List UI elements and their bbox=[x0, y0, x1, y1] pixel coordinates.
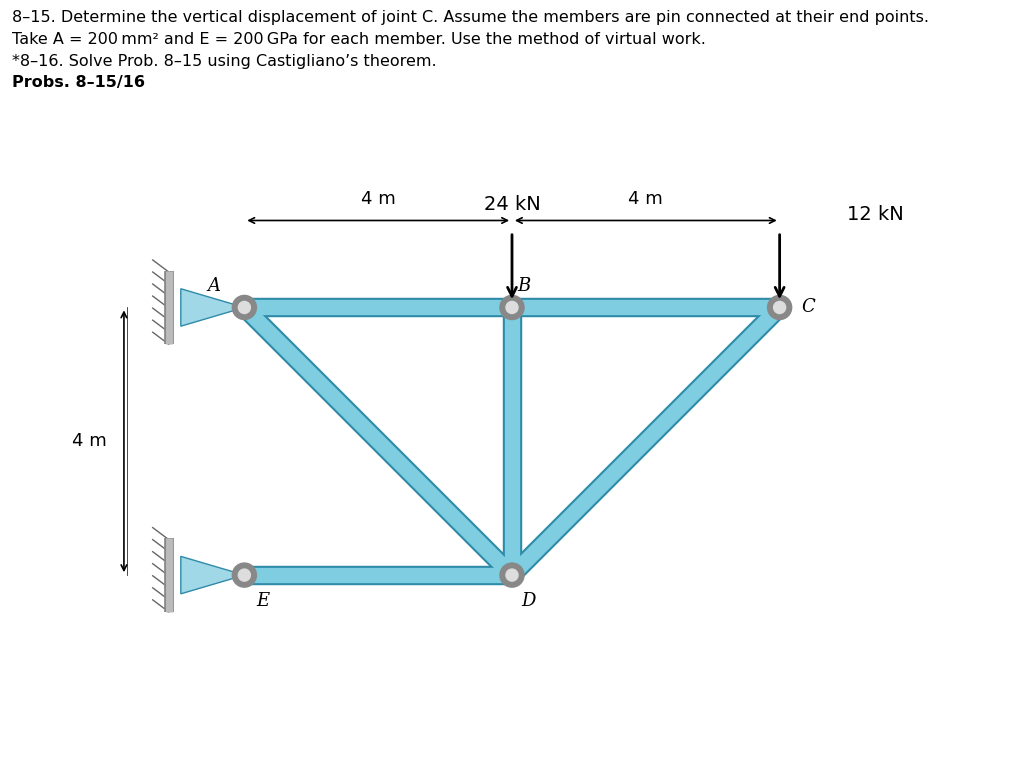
Circle shape bbox=[239, 301, 251, 314]
Text: 4 m: 4 m bbox=[629, 191, 664, 209]
Text: 4 m: 4 m bbox=[360, 191, 395, 209]
Circle shape bbox=[239, 569, 251, 581]
Text: 4 m: 4 m bbox=[73, 433, 108, 450]
Text: *8–16. Solve Prob. 8–15 using Castigliano’s theorem.: *8–16. Solve Prob. 8–15 using Castiglian… bbox=[12, 54, 437, 68]
Polygon shape bbox=[181, 556, 245, 594]
Circle shape bbox=[232, 563, 256, 587]
Text: 12 kN: 12 kN bbox=[847, 205, 903, 224]
Text: D: D bbox=[521, 591, 536, 609]
Circle shape bbox=[500, 296, 524, 320]
Text: Take A = 200 mm² and E = 200 GPa for each member. Use the method of virtual work: Take A = 200 mm² and E = 200 GPa for eac… bbox=[12, 32, 707, 47]
Text: A: A bbox=[208, 277, 221, 295]
Text: E: E bbox=[257, 591, 269, 609]
Circle shape bbox=[773, 301, 785, 314]
Polygon shape bbox=[181, 289, 245, 326]
Text: 24 kN: 24 kN bbox=[483, 194, 541, 214]
Circle shape bbox=[500, 563, 524, 587]
Text: C: C bbox=[801, 299, 815, 317]
Circle shape bbox=[768, 296, 792, 320]
Circle shape bbox=[506, 569, 518, 581]
Text: B: B bbox=[517, 277, 530, 295]
Circle shape bbox=[232, 296, 256, 320]
Text: Probs. 8–15/16: Probs. 8–15/16 bbox=[12, 75, 145, 90]
Text: 8–15. Determine the vertical displacement of joint C. Assume the members are pin: 8–15. Determine the vertical displacemen… bbox=[12, 10, 930, 25]
Circle shape bbox=[506, 301, 518, 314]
